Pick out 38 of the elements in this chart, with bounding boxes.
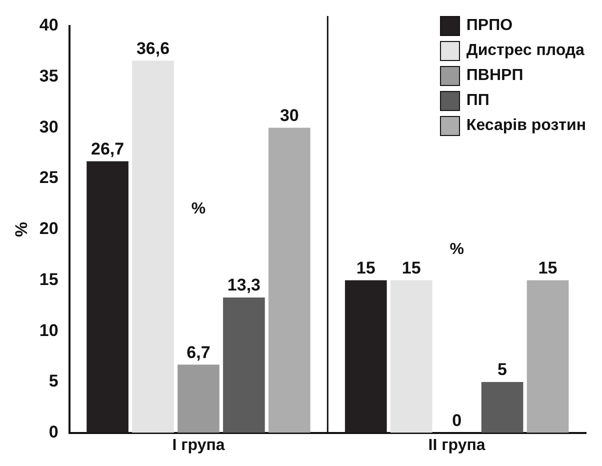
x-tick-label: II група: [428, 436, 486, 454]
bar: [268, 128, 310, 433]
x-tick-label: I група: [172, 436, 225, 454]
bar: [223, 298, 265, 433]
data-label: 30: [280, 106, 299, 125]
y-tick-label: 15: [39, 270, 58, 289]
data-label: 15: [538, 258, 558, 278]
data-label: 6,7: [186, 342, 210, 362]
legend-label: ПВНРП: [466, 67, 524, 85]
data-label: 36,6: [136, 38, 170, 58]
bar: [132, 60, 174, 433]
bar: [86, 161, 128, 433]
legend-label: Дистрес плода: [466, 42, 584, 60]
y-tick-label: 25: [39, 168, 58, 188]
y-tick-label: 0: [48, 422, 58, 442]
y-axis-title: %: [12, 222, 31, 237]
annotation: %: [191, 200, 206, 218]
y-tick-label: 10: [39, 320, 58, 340]
bar: [178, 364, 220, 433]
data-label: 26,7: [90, 139, 124, 158]
bar: [526, 280, 569, 433]
y-tick-label: 30: [39, 117, 58, 136]
bar: [481, 382, 524, 433]
bar: [390, 280, 432, 433]
y-tick-label: 5: [48, 372, 58, 391]
y-tick-label: 40: [39, 16, 58, 35]
data-label: 5: [498, 360, 508, 380]
data-label: 15: [402, 258, 421, 278]
legend-label: ПРПО: [466, 17, 513, 35]
y-tick-label: 20: [39, 219, 58, 238]
annotation: %: [450, 241, 464, 258]
data-label: 0: [452, 410, 462, 430]
data-label: 15: [356, 258, 376, 278]
data-label: 13,3: [227, 276, 260, 295]
bar: [344, 280, 387, 433]
legend-label: ПП: [466, 92, 490, 110]
y-tick-label: 35: [39, 66, 58, 86]
legend-label: Кесарів розтин: [466, 117, 586, 135]
